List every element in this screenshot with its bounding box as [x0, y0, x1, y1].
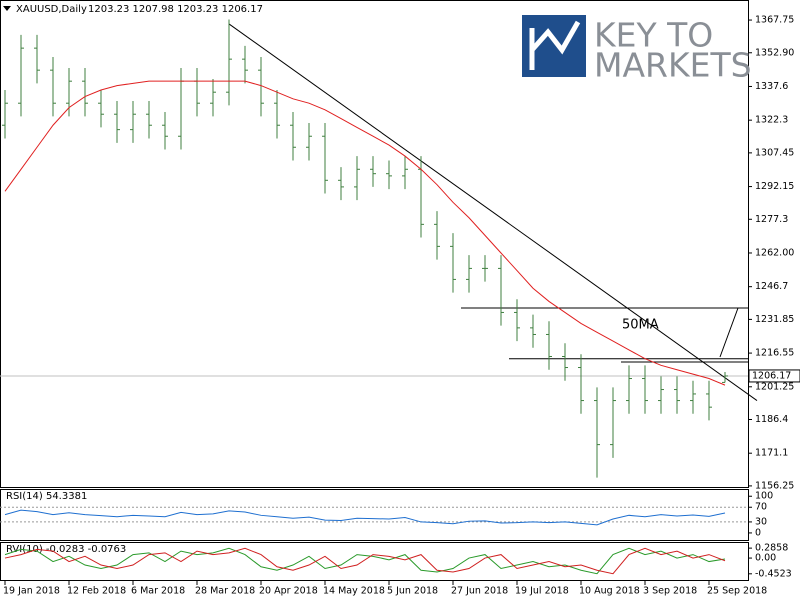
logo-text: KEY TO: [594, 16, 713, 55]
y-tick-label: 1307.45: [755, 147, 794, 158]
y-tick-label: 1322.3: [755, 115, 788, 126]
y-tick-label: 1262.00: [755, 247, 794, 258]
rvi-title: RVI(10) -0.0283 -0.0763: [6, 544, 126, 555]
rvi-line: [4, 547, 726, 575]
rvi-tick-label: 0.00: [755, 553, 776, 564]
y-tick-label: 1201.25: [755, 381, 794, 392]
rvi-line: [4, 547, 726, 575]
rsi-tick-label: 30: [755, 516, 767, 527]
x-tick-label: 28 Mar 2018: [195, 586, 255, 597]
rsi-line: [4, 509, 726, 526]
y-tick-label: 1231.85: [755, 314, 794, 325]
x-tick-label: 6 Mar 2018: [131, 586, 185, 597]
x-tick-label: 19 Jan 2018: [3, 586, 60, 597]
y-tick-label: 1216.55: [755, 348, 794, 359]
ma-line: [4, 80, 726, 386]
x-tick-label: 27 Jun 2018: [451, 586, 508, 597]
y-tick-label: 1292.15: [755, 181, 794, 192]
y-tick-label: 1156.25: [755, 480, 794, 491]
logo-text: MARKETS: [594, 46, 752, 85]
y-tick-label: 1246.7: [755, 281, 788, 292]
rvi-frame: [0, 542, 749, 581]
y-tick-label: 1277.3: [755, 214, 788, 225]
x-tick-label: 25 Sep 2018: [707, 586, 767, 597]
x-tick-label: 3 Sep 2018: [643, 586, 697, 597]
logo: KEY TO MARKETS: [522, 15, 752, 85]
x-tick-label: 14 May 2018: [323, 586, 385, 597]
rsi-tick-label: 70: [755, 502, 767, 513]
rvi-tick-label: -0.4523: [755, 568, 792, 579]
rsi-tick-label: 100: [755, 491, 773, 502]
last-price-box: [748, 369, 800, 383]
y-tick-label: 1352.90: [755, 47, 794, 58]
y-tick-label: 1186.4: [755, 414, 788, 425]
x-tick-label: 10 Aug 2018: [579, 586, 640, 597]
chart-title: XAUUSD,Daily: [16, 4, 87, 15]
x-tick-label: 20 Apr 2018: [259, 586, 318, 597]
y-tick-label: 1367.75: [755, 15, 794, 26]
menu-arrow: [3, 6, 11, 11]
y-tick-label: 1171.1: [755, 448, 788, 459]
annotation: 50MA: [622, 318, 659, 333]
header-values: 1203.23 1207.98 1203.23 1206.17: [88, 4, 263, 15]
arrow: [719, 307, 739, 358]
logo-icon: [529, 20, 581, 70]
rsi-tick-label: 0: [755, 527, 761, 538]
rvi-tick-label: 0.2858: [755, 543, 788, 554]
x-tick-label: 5 Jun 2018: [387, 586, 438, 597]
main-frame: [0, 0, 749, 488]
rsi-frame: [0, 489, 749, 541]
rsi-title: RSI(14) 54.3381: [6, 491, 87, 502]
y-tick-label: 1337.6: [755, 81, 788, 92]
x-tick-label: 19 Jul 2018: [515, 586, 569, 597]
last-price-label: 1206.17: [752, 370, 791, 381]
trendline: [228, 23, 758, 401]
x-tick-label: 12 Feb 2018: [67, 586, 126, 597]
